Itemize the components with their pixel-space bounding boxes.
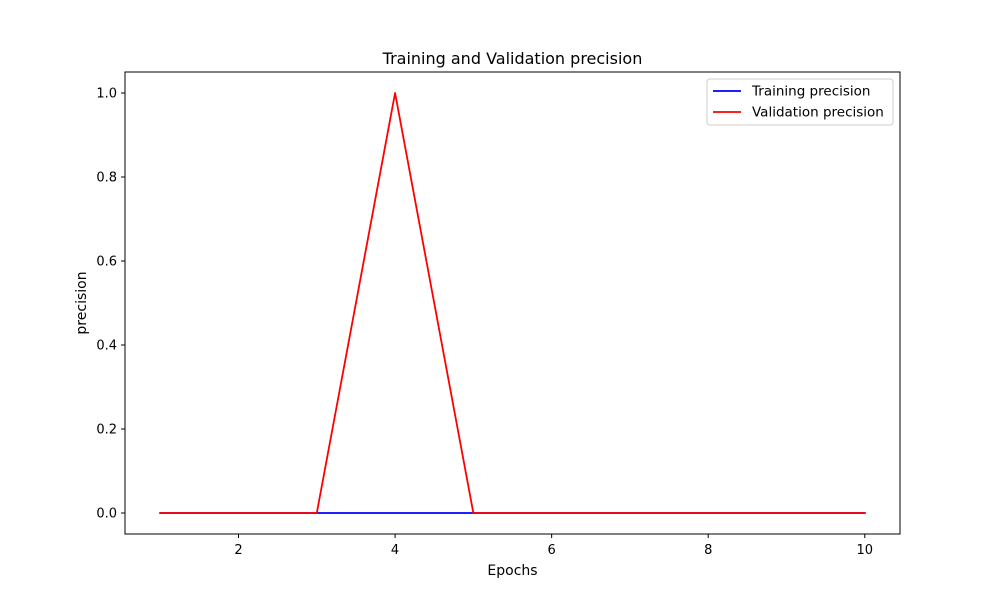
chart-title: Training and Validation precision <box>382 49 643 68</box>
y-tick-label: 0.8 <box>96 171 117 186</box>
x-tick-label: 2 <box>234 543 242 558</box>
y-tick-label: 0.0 <box>96 507 117 522</box>
x-tick-label: 6 <box>548 543 556 558</box>
y-tick-label: 0.6 <box>96 255 117 270</box>
x-tick-label: 8 <box>704 543 712 558</box>
y-tick-label: 0.4 <box>96 339 117 354</box>
y-tick-label: 1.0 <box>96 87 117 102</box>
chart-legend: Training precision Validation precision <box>706 78 894 126</box>
plot-area: 2 4 6 8 10 0.0 0.2 0.4 0.6 0.8 1.0 <box>96 71 901 558</box>
legend-label: Validation precision <box>752 105 884 121</box>
series-line-2 <box>159 92 866 514</box>
axes-frame <box>124 71 901 535</box>
y-axis-label: precision <box>74 271 90 334</box>
legend-box <box>706 78 894 126</box>
x-tick-label: 4 <box>391 543 399 558</box>
y-tick-label: 0.2 <box>96 423 117 438</box>
legend-label: Training precision <box>751 84 870 100</box>
x-axis-label: Epochs <box>487 563 537 579</box>
x-tick-label: 10 <box>856 543 873 558</box>
